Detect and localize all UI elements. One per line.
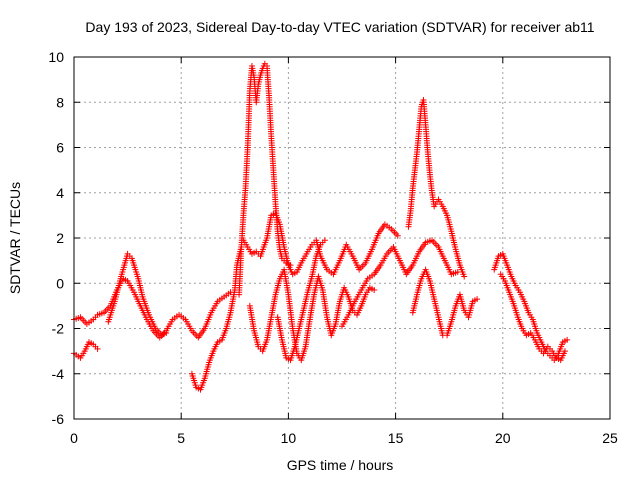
series-track-a bbox=[71, 275, 234, 341]
data-points bbox=[188, 244, 245, 393]
data-points bbox=[497, 271, 568, 364]
data-points bbox=[246, 266, 378, 364]
x-tick-label: 0 bbox=[70, 430, 78, 446]
x-tick-label: 25 bbox=[602, 430, 618, 446]
series-track-e bbox=[236, 60, 294, 298]
data-points bbox=[405, 96, 468, 280]
data-series bbox=[71, 60, 571, 393]
data-points bbox=[71, 275, 234, 341]
series-track-j bbox=[405, 96, 468, 280]
series-track-k bbox=[409, 266, 481, 339]
data-points bbox=[274, 237, 328, 364]
y-tick-label: -6 bbox=[52, 411, 65, 427]
data-points bbox=[236, 60, 294, 298]
series-track-m bbox=[497, 271, 568, 364]
x-tick-label: 5 bbox=[177, 430, 185, 446]
series-track-d bbox=[188, 244, 245, 393]
x-axis-title: GPS time / hours bbox=[287, 457, 394, 473]
y-tick-label: 4 bbox=[56, 185, 64, 201]
y-tick-label: 6 bbox=[56, 140, 64, 156]
y-tick-label: 0 bbox=[56, 275, 64, 291]
chart-title: Day 193 of 2023, Sidereal Day-to-day VTE… bbox=[85, 19, 594, 35]
grid-lines bbox=[74, 57, 610, 419]
series-track-h bbox=[274, 237, 328, 364]
x-tick-label: 15 bbox=[388, 430, 404, 446]
y-tick-label: 8 bbox=[56, 94, 64, 110]
data-points bbox=[71, 339, 101, 361]
y-tick-label: 2 bbox=[56, 230, 64, 246]
data-points bbox=[105, 250, 170, 339]
series-track-g bbox=[246, 266, 378, 364]
data-points bbox=[339, 237, 461, 330]
axis-ticks: 0 5 10 15 20 25 -6 -4 -2 0 2 4 6 8 10 bbox=[48, 49, 618, 446]
y-tick-label: -4 bbox=[52, 366, 65, 382]
series-track-c bbox=[105, 250, 170, 339]
series-track-b bbox=[71, 339, 101, 361]
y-tick-label: -2 bbox=[52, 321, 65, 337]
y-tick-label: 10 bbox=[48, 49, 64, 65]
series-track-i bbox=[339, 237, 461, 330]
data-points bbox=[409, 266, 481, 339]
y-axis-title: SDTVAR / TECUs bbox=[7, 182, 23, 294]
x-tick-label: 10 bbox=[281, 430, 297, 446]
x-tick-label: 20 bbox=[495, 430, 511, 446]
